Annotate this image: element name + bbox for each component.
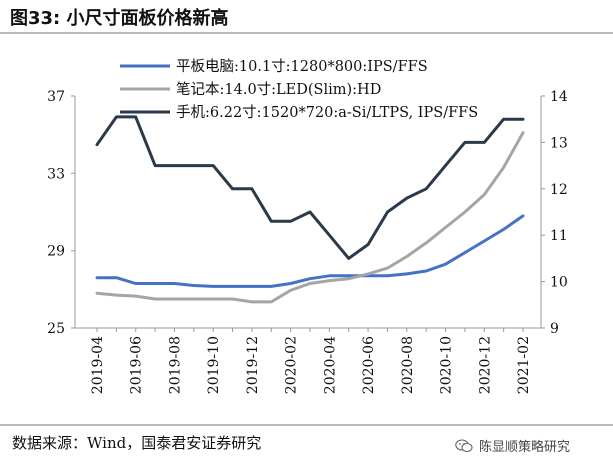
series-line-3 — [95, 115, 525, 260]
x-axis-tick-label: 2019-08 — [167, 336, 183, 394]
chart-lines — [95, 115, 525, 304]
line-chart: 25 29 33 37 9 10 11 12 13 14 2019-04 2019-06 2019-08… — [47, 57, 568, 394]
source-note: 数据来源：Wind，国泰君安证券研究 — [12, 434, 262, 452]
left-axis-tick-label: 25 — [47, 321, 65, 337]
x-axis-tick-label: 2020-04 — [322, 336, 338, 394]
legend-label-1: 平板电脑:10.1寸:1280*800:IPS/FFS — [176, 57, 428, 75]
x-axis-tick-label: 2020-02 — [284, 336, 300, 394]
left-axis-tick-label: 37 — [47, 89, 65, 105]
chart-legend: 平板电脑:10.1寸:1280*800:IPS/FFS 笔记本:14.0寸:LED… — [120, 57, 478, 121]
left-axis-tick-label: 33 — [47, 166, 65, 182]
right-axis-tick-label: 9 — [550, 321, 559, 337]
right-axis-tick-label: 14 — [550, 89, 568, 105]
legend-label-3: 手机:6.22寸:1520*720:a-Si/LTPS, IPS/FFS — [176, 104, 478, 121]
title-divider — [0, 32, 613, 34]
series-line-2 — [95, 131, 525, 304]
x-axis-tick-label: 2020-08 — [400, 336, 416, 394]
x-axis-tick-label: 2019-10 — [206, 336, 222, 394]
x-axis-tick-label: 2021-02 — [516, 336, 532, 394]
right-axis-tick-label: 13 — [550, 135, 568, 151]
x-axis-tick-label: 2020-12 — [477, 336, 493, 394]
left-axis-tick-label: 29 — [47, 244, 65, 260]
x-axis-tick-label: 2020-10 — [439, 336, 455, 394]
wechat-icon — [455, 439, 473, 453]
right-axis-tick-label: 10 — [550, 275, 568, 291]
x-axis-tick-label: 2019-04 — [90, 336, 106, 394]
x-axis-tick-label: 2019-12 — [245, 336, 261, 394]
watermark-text: 陈显顺策略研究 — [479, 440, 571, 455]
legend-label-2: 笔记本:14.0寸:LED(Slim):HD — [176, 81, 381, 98]
chart-axes: 25 29 33 37 9 10 11 12 13 14 2019-04 2019-06 2019-08… — [47, 89, 568, 394]
series-line-1 — [95, 214, 525, 288]
footer-divider — [0, 424, 613, 426]
right-axis-tick-label: 12 — [550, 182, 568, 198]
watermark: 陈显顺策略研究 — [455, 436, 570, 455]
figure-title: 图33: 小尺寸面板价格新高 — [10, 8, 229, 29]
right-axis-tick-label: 11 — [550, 228, 568, 244]
x-axis-tick-label: 2019-06 — [129, 336, 145, 394]
x-axis-tick-label: 2020-06 — [361, 336, 377, 394]
